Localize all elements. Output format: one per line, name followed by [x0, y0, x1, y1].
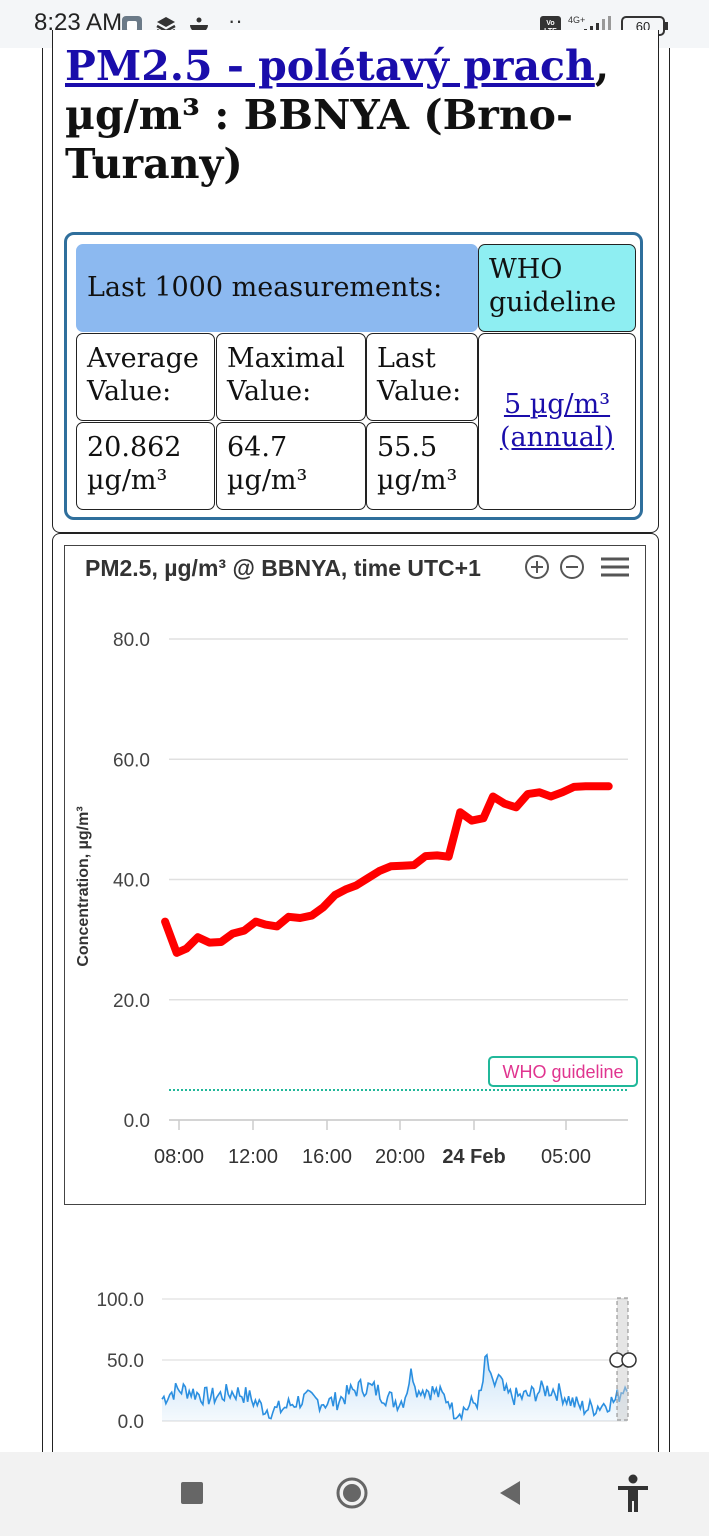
pm25-series-line [161, 782, 613, 957]
maximal-value: 64.7 µg/m³ [216, 422, 366, 510]
main-chart: PM2.5, µg/m³ @ BBNYA, time UTC+1 0.0 20.0… [75, 555, 638, 1168]
stats-header: Last 1000 measurements: [76, 244, 478, 332]
who-value-cell: 5 µg/m³ (annual) [478, 333, 636, 510]
navigator-y-tick-label: 100.0 [96, 1290, 144, 1311]
svg-text:4G+: 4G+ [568, 15, 585, 25]
title-station: , µg/m³ : BBNYA (Brno-Turany) [65, 42, 610, 188]
pollutant-link[interactable]: PM2.5 - polétavý prach [65, 42, 595, 90]
accessibility-icon[interactable] [616, 1474, 650, 1514]
navigator-chart[interactable]: 0.0 50.0 100.0 [64, 1260, 646, 1452]
who-guideline-label: WHO guideline [502, 1062, 623, 1082]
back-icon[interactable] [497, 1479, 523, 1507]
x-tick-label: 16:00 [302, 1146, 352, 1168]
main-chart-frame: PM2.5, µg/m³ @ BBNYA, time UTC+1 0.0 20.0… [64, 545, 646, 1205]
page-title: PM2.5 - polétavý prach, µg/m³ : BBNYA (B… [65, 42, 645, 189]
menu-icon[interactable] [601, 557, 629, 577]
more-notifications-icon: ·· [228, 8, 243, 33]
who-header: WHO guideline [478, 244, 636, 332]
x-tick-label: 12:00 [228, 1146, 278, 1168]
who-guideline-link[interactable]: 5 µg/m³ (annual) [499, 389, 615, 453]
y-tick-label: 0.0 [124, 1111, 150, 1132]
stop-icon[interactable] [180, 1481, 204, 1505]
y-tick-label: 80.0 [113, 630, 150, 651]
y-tick-label: 60.0 [113, 750, 150, 771]
x-tick-label: 20:00 [375, 1146, 425, 1168]
navigator-series-line [161, 1353, 628, 1422]
home-icon[interactable] [335, 1476, 369, 1510]
last-value: 55.5 µg/m³ [366, 422, 478, 510]
system-nav-bar [0, 1452, 709, 1536]
navigator-area [162, 1354, 627, 1421]
x-tick-label: 05:00 [541, 1146, 591, 1168]
y-tick-label: 40.0 [113, 871, 150, 892]
stats-table: Last 1000 measurements: WHO guideline Av… [64, 232, 643, 520]
average-label: Average Value: [76, 333, 215, 421]
y-axis-label: Concentration, µg/m³ [75, 806, 92, 966]
x-tick-label: 24 Feb [442, 1146, 505, 1168]
average-value: 20.862 µg/m³ [76, 422, 215, 510]
last-label: Last Value: [366, 333, 478, 421]
zoom-out-icon[interactable] [560, 555, 584, 579]
svg-text:Vo: Vo [546, 20, 554, 27]
who-guideline-annotation: WHO guideline [488, 1055, 638, 1087]
maximal-label: Maximal Value: [216, 333, 366, 421]
x-tick-label: 08:00 [154, 1146, 204, 1168]
y-tick-label: 20.0 [113, 991, 150, 1012]
navigator-y-tick-label: 0.0 [118, 1412, 144, 1433]
navigator-y-tick-label: 50.0 [107, 1351, 144, 1372]
zoom-in-icon[interactable] [525, 555, 549, 579]
chart-title: PM2.5, µg/m³ @ BBNYA, time UTC+1 [85, 555, 481, 581]
navigator-right-handle[interactable] [621, 1352, 637, 1368]
